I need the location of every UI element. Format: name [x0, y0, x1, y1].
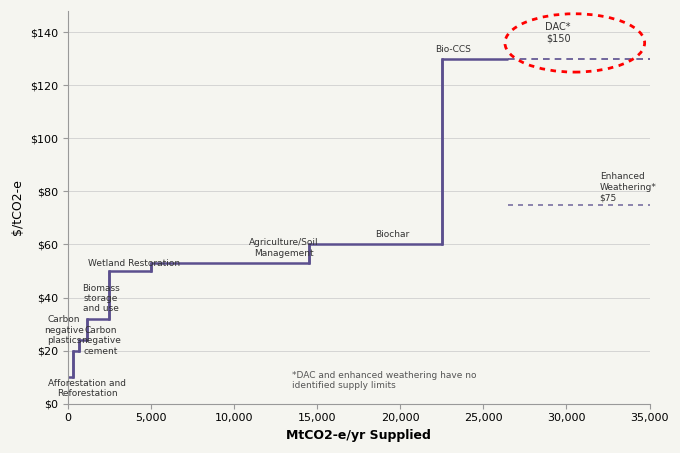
Text: Bio-CCS: Bio-CCS: [435, 44, 471, 53]
Text: Enhanced
Weathering*
$75: Enhanced Weathering* $75: [600, 172, 657, 202]
Text: Afforestation and
Reforestation: Afforestation and Reforestation: [48, 379, 126, 398]
Text: Biochar: Biochar: [375, 230, 409, 239]
Y-axis label: $/tCO2-e: $/tCO2-e: [11, 179, 24, 235]
Text: *DAC and enhanced weathering have no
identified supply limits: *DAC and enhanced weathering have no ide…: [292, 371, 477, 390]
Text: Wetland Restoration: Wetland Restoration: [88, 260, 180, 268]
X-axis label: MtCO2-e/yr Supplied: MtCO2-e/yr Supplied: [286, 429, 431, 442]
Text: Carbon
negative
cement: Carbon negative cement: [81, 326, 121, 356]
Text: Agriculture/Soil
Management: Agriculture/Soil Management: [249, 238, 318, 258]
Text: Biomass
storage
and use: Biomass storage and use: [82, 284, 120, 313]
Text: DAC*
$150: DAC* $150: [545, 22, 571, 43]
Text: Carbon
negative
plastics: Carbon negative plastics: [44, 315, 84, 345]
